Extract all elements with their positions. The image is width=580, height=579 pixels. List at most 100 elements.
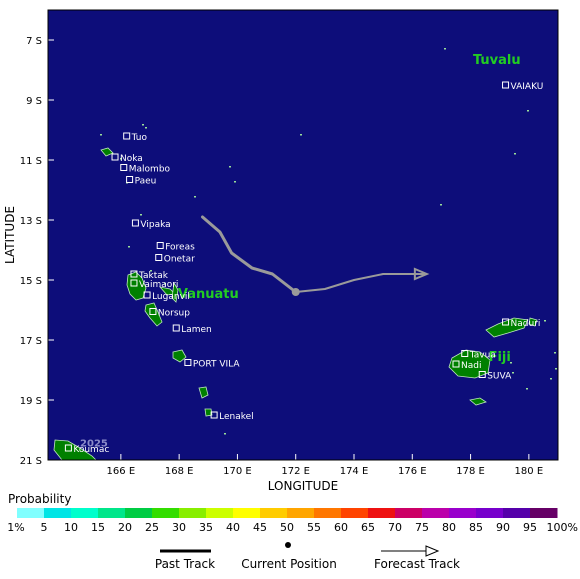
islet — [510, 362, 512, 364]
islet — [120, 158, 122, 160]
place-label: Foreas — [165, 243, 195, 253]
islet — [128, 246, 130, 248]
islet — [150, 270, 152, 272]
lat-tick-label: 17 S — [20, 336, 42, 347]
place-label: Vaimaori — [139, 280, 178, 290]
place-label: Lenakel — [219, 412, 254, 422]
islet — [140, 214, 142, 216]
place-marker — [184, 359, 192, 366]
lat-tick-label: 21 S — [20, 456, 42, 467]
place-label: Tavua — [469, 351, 496, 361]
legend-label: 65 — [361, 521, 375, 534]
legend-swatch — [17, 508, 45, 518]
place-label: Paeu — [135, 177, 157, 187]
legend-swatch — [71, 508, 99, 518]
legend-label: 40 — [226, 521, 240, 534]
legend-label: 30 — [172, 521, 186, 534]
legend-label: 75 — [415, 521, 429, 534]
legend-label: 5 — [41, 521, 48, 534]
legend-label: 100% — [547, 521, 578, 534]
legend-label: 60 — [334, 521, 348, 534]
place-label: Noka — [120, 154, 143, 164]
lon-tick-label: 166 E — [107, 466, 136, 477]
legend-swatch — [260, 508, 288, 518]
islet — [194, 196, 196, 198]
place-label: VAIAKU — [511, 82, 544, 92]
legend-swatch — [179, 508, 207, 518]
islet — [555, 368, 557, 370]
kadavu-island — [469, 397, 487, 406]
legend-swatch — [449, 508, 477, 518]
place-label: Tuo — [131, 133, 148, 143]
map-frame — [47, 9, 559, 461]
islet — [164, 283, 166, 285]
place-label: Taktak — [138, 271, 169, 281]
place-label: Koumac — [73, 445, 109, 455]
place-marker — [123, 132, 131, 140]
legend-swatch — [341, 508, 369, 518]
legend-label: 70 — [388, 521, 402, 534]
track-key: Past Track Current Position Forecast Track — [155, 542, 460, 571]
place-marker — [64, 444, 72, 452]
lon-tick-label: 176 E — [398, 466, 427, 477]
legend-swatch — [368, 508, 396, 518]
place-marker — [111, 153, 119, 161]
islet — [550, 378, 552, 380]
islet — [142, 124, 144, 126]
forecast-arrow-head — [413, 267, 430, 281]
storm-track — [201, 215, 430, 296]
erromango-island — [198, 386, 209, 399]
vanua-levu-island — [485, 317, 529, 338]
islet — [444, 48, 446, 50]
place-marker — [130, 270, 138, 278]
banks-islands — [100, 147, 114, 157]
country-labels: Tuvalu Vanuatu Fiji 2025 — [80, 53, 521, 450]
lat-tick-label: 11 S — [20, 156, 42, 167]
new-caledonia-island — [53, 439, 97, 461]
forecast-track-key-label: Forecast Track — [374, 557, 460, 571]
taveuni-island — [528, 317, 538, 327]
axes: 7 S 9 S 11 S 13 S 15 S 17 S 19 S 21 S 166 E 168 E… — [3, 36, 543, 493]
map-ocean — [48, 10, 558, 460]
place-marker — [461, 350, 469, 357]
islet — [145, 127, 147, 129]
place-marker — [502, 81, 510, 89]
lon-tick-label: 180 E — [515, 466, 544, 477]
islet — [234, 181, 236, 183]
islet — [514, 153, 516, 155]
legend-swatch — [125, 508, 153, 518]
legend-swatch — [98, 508, 126, 518]
lon-tick-label: 168 E — [165, 466, 194, 477]
efate-island — [172, 349, 187, 363]
x-axis-title: LONGITUDE — [268, 479, 338, 493]
islet — [100, 134, 102, 136]
legend-label: 1% — [7, 521, 24, 534]
islet — [527, 110, 529, 112]
islet — [224, 433, 226, 435]
legend-swatch — [44, 508, 72, 518]
place-marker — [120, 164, 128, 171]
legend-swatch — [422, 508, 450, 518]
place-marker — [131, 219, 139, 227]
place-label: Nadi — [461, 361, 481, 371]
place-label: Lamen — [181, 325, 212, 335]
place-marker — [155, 254, 163, 261]
legend-swatch — [395, 508, 423, 518]
place-label: Malombo — [129, 165, 171, 175]
country-label: Tuvalu — [473, 53, 521, 68]
place-marker — [502, 318, 510, 326]
lat-tick-label: 15 S — [20, 276, 42, 287]
place-label: Naduri — [511, 319, 541, 329]
country-label: Vanuatu — [178, 287, 239, 302]
islet — [440, 204, 442, 206]
islet — [544, 320, 546, 322]
probability-legend: Probability 1% 5 10 15 20 25 30 35 40 45 50 55 60 65 70… — [7, 492, 578, 534]
place-marker — [130, 279, 138, 287]
lon-tick-label: 174 E — [340, 466, 369, 477]
graticule — [47, 9, 559, 461]
forecast-track-key-arrow — [425, 545, 440, 557]
current-position-key-label: Current Position — [241, 557, 337, 571]
place-marker — [478, 371, 486, 378]
